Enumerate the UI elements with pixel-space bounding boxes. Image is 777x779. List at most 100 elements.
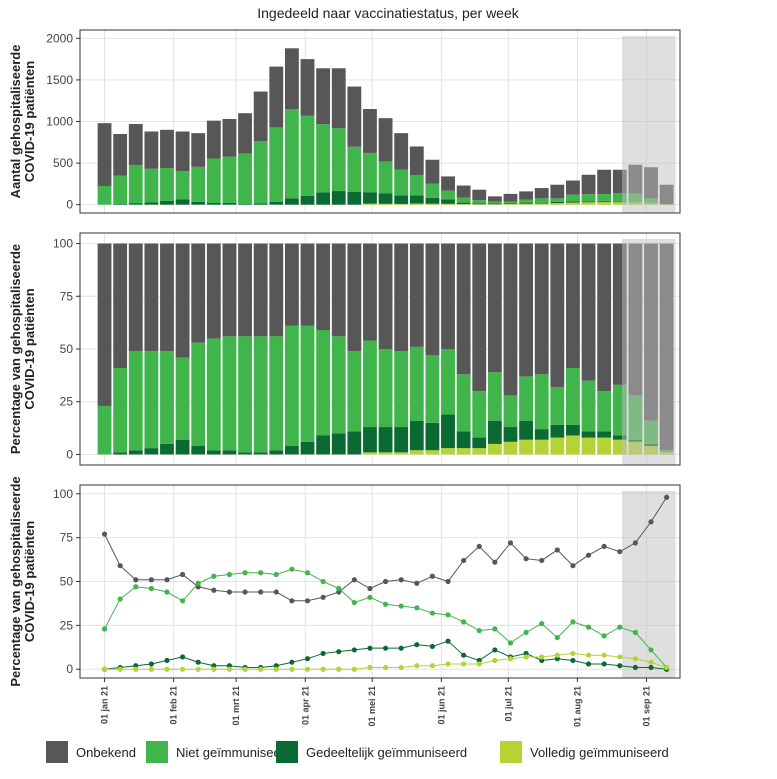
data-point [461, 652, 467, 658]
bar-segment [566, 201, 580, 203]
bar-segment [487, 243, 502, 373]
data-point [180, 571, 186, 578]
data-point [585, 661, 592, 667]
bar-segment [394, 351, 409, 428]
bar-segment [503, 427, 518, 442]
bar-segment [394, 169, 409, 196]
data-point [632, 540, 638, 546]
x-tick-label: 01 aug 21 [572, 686, 582, 727]
bar-segment [534, 439, 549, 455]
data-point [554, 652, 560, 658]
bar-segment [316, 192, 331, 205]
data-point [258, 570, 264, 576]
y-tick-label: 1000 [46, 115, 73, 129]
bar-segment [206, 243, 221, 339]
plot-border [79, 232, 681, 466]
data-point [492, 626, 498, 632]
x-tick-label: 01 apr 21 [300, 686, 310, 725]
y-tick-label: 0 [66, 198, 73, 212]
legend-label: Onbekend [76, 745, 136, 760]
data-point [289, 598, 295, 604]
data-point [601, 633, 607, 639]
y-axis-title-line: COVID-19 patiënten [22, 521, 37, 642]
bar-segment [378, 349, 393, 428]
bar-segment [581, 202, 596, 205]
x-tick-label: 01 sep 21 [642, 686, 652, 727]
data-point [445, 578, 451, 585]
data-point [211, 573, 217, 579]
bar-segment [128, 243, 143, 352]
bar-segment [347, 146, 362, 192]
bar-segment [113, 452, 128, 455]
data-point [320, 650, 326, 657]
bar-segment [238, 113, 252, 154]
bar-segment [113, 203, 128, 205]
bar-segment [363, 152, 377, 193]
data-point [445, 612, 451, 618]
data-point [585, 652, 592, 658]
y-tick-label: 100 [53, 487, 73, 501]
bar-segment [519, 202, 534, 204]
data-point [445, 638, 451, 644]
data-point [601, 661, 607, 667]
data-point [148, 666, 154, 672]
data-point [101, 666, 108, 672]
bar-segment [363, 192, 377, 204]
data-point [398, 645, 404, 651]
bar-segment [487, 196, 502, 202]
bar-segment [441, 448, 455, 455]
bar-segment [409, 346, 424, 421]
data-point [101, 626, 108, 632]
bar-segment [581, 380, 596, 432]
bar-segment [128, 123, 143, 166]
bar-segment [363, 109, 377, 153]
data-point [180, 666, 186, 672]
bar-segment [581, 194, 596, 202]
data-point [258, 666, 264, 672]
bar-segment [144, 448, 159, 455]
bar-segment [534, 188, 549, 199]
data-point [617, 654, 623, 660]
bar-segment [113, 367, 128, 453]
bar-segment [160, 243, 174, 352]
bar-segment [144, 351, 159, 449]
bar-segment [441, 243, 455, 349]
data-point [304, 656, 311, 662]
data-point [195, 666, 201, 672]
bar-segment [238, 452, 252, 455]
bar-segment [191, 133, 206, 167]
legend-swatch [500, 741, 522, 763]
bar-segment [128, 450, 143, 455]
x-tick-label: 01 mei 21 [367, 686, 377, 727]
bar-segment [253, 336, 268, 453]
bar-segment [566, 243, 580, 368]
data-point [507, 656, 514, 662]
bar-segment [300, 115, 315, 196]
data-point [632, 664, 638, 671]
bar-segment [566, 435, 580, 455]
bar-segment [378, 161, 393, 194]
data-point [195, 580, 201, 586]
bar-segment [441, 414, 455, 449]
data-point [539, 557, 545, 564]
bar-segment [441, 176, 455, 191]
data-point [258, 589, 264, 595]
bar-segment [347, 431, 362, 455]
bar-segment [503, 204, 518, 205]
bar-segment [160, 351, 174, 444]
data-point [133, 666, 139, 672]
data-point [367, 645, 373, 651]
data-point [570, 563, 576, 569]
bar-segment [581, 201, 596, 203]
bar-segment [160, 129, 174, 168]
data-point [180, 598, 186, 604]
bar-segment [253, 203, 268, 205]
bar-segment [441, 190, 455, 200]
bar-segment [284, 109, 299, 199]
data-point [476, 628, 482, 634]
data-point [601, 652, 607, 658]
bar-segment [128, 351, 143, 451]
bar-segment [222, 450, 237, 455]
bar-segment [597, 194, 612, 201]
bar-segment [566, 180, 580, 195]
